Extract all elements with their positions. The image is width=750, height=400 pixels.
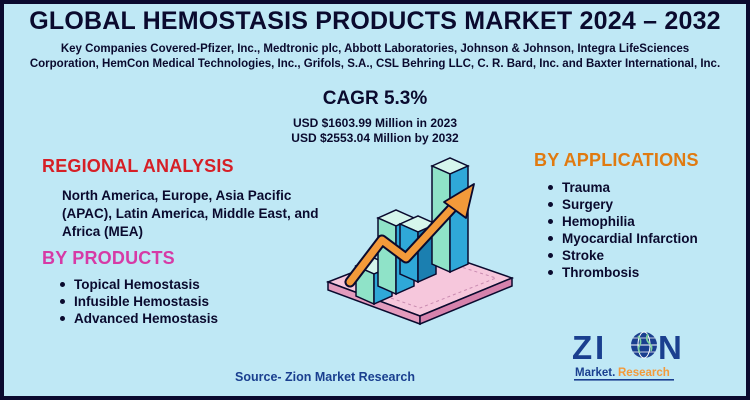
by-applications-heading: BY APPLICATIONS (534, 150, 699, 170)
list-item: Advanced Hemostasis (56, 310, 218, 327)
list-item: Thrombosis (544, 264, 698, 281)
svg-text:N: N (658, 329, 680, 366)
list-item: Infusible Hemostasis (56, 293, 218, 310)
by-products-heading: BY PRODUCTS (42, 248, 175, 268)
svg-text:Z: Z (572, 329, 592, 366)
list-item: Topical Hemostasis (56, 276, 218, 293)
market-stats: USD $1603.99 Million in 2023 USD $2553.0… (4, 116, 746, 146)
market-value-2023: USD $1603.99 Million in 2023 (292, 116, 458, 130)
applications-list: Trauma Surgery Hemophilia Myocardial Inf… (544, 179, 698, 281)
svg-text:Research: Research (618, 367, 670, 379)
list-item: Trauma (544, 179, 698, 196)
list-item: Surgery (544, 196, 698, 213)
list-item: Stroke (544, 247, 698, 264)
market-value-2032: USD $2553.04 Million by 2032 (291, 131, 459, 145)
globe-icon (631, 331, 657, 359)
up-arrow-icon (344, 183, 475, 288)
svg-text:I: I (595, 329, 604, 366)
bar-chart-growth-illustration (325, 157, 515, 326)
zion-logo: Z I N Market. Research (572, 329, 680, 381)
svg-text:Market.: Market. (575, 367, 615, 379)
key-companies-line-1: Key Companies Covered-Pfizer, Inc., Medt… (60, 43, 690, 55)
list-item: Hemophilia (544, 213, 698, 230)
regional-analysis-heading: REGIONAL ANALYSIS (42, 156, 234, 176)
page-title: GLOBAL HEMOSTASIS PRODUCTS MARKET 2024 –… (29, 7, 721, 35)
regional-analysis-text: North America, Europe, Asia Pacific (APA… (62, 188, 319, 239)
products-list: Topical Hemostasis Infusible Hemostasis … (56, 276, 218, 327)
key-companies: Key Companies Covered-Pfizer, Inc., Medt… (14, 42, 736, 72)
list-item: Myocardial Infarction (544, 230, 698, 247)
cagr-value: CAGR 5.3% (322, 88, 428, 109)
source-credit: Source- Zion Market Research (235, 370, 415, 384)
key-companies-line-2: Corporation, HemCon Medical Technologies… (29, 58, 721, 70)
bar-1 (354, 257, 394, 306)
